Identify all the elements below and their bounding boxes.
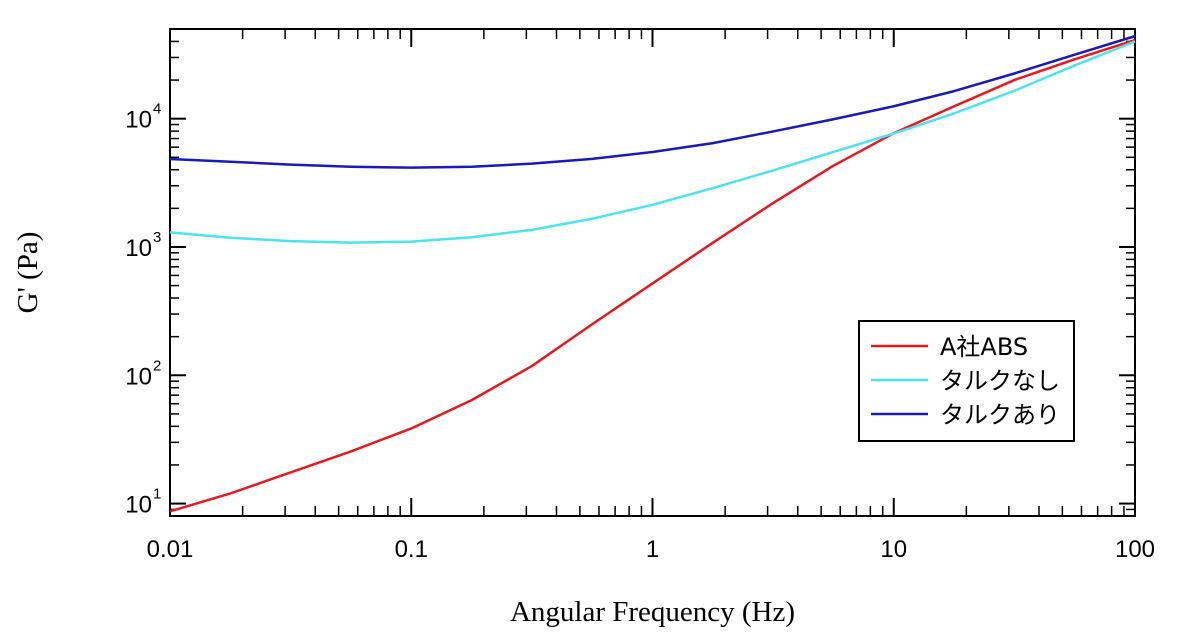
x-tick-label: 0.1 (395, 536, 428, 563)
legend-label-2: タルクなし (940, 367, 1060, 395)
x-tick-label: 10 (880, 536, 907, 563)
legend-label-1: A社ABS (940, 333, 1028, 361)
y-tick-label: 10 (125, 235, 152, 262)
x-tick-label: 0.01 (147, 536, 194, 563)
y-tick-exponent: 3 (153, 229, 161, 246)
x-tick-label: 100 (1115, 536, 1155, 563)
y-tick-exponent: 4 (153, 101, 161, 118)
x-axis-title: Angular Frequency (Hz) (510, 596, 795, 628)
y-tick-exponent: 1 (153, 486, 161, 503)
x-tick-label: 1 (646, 536, 659, 563)
y-axis-title: G' (Pa) (12, 232, 44, 314)
y-tick-label: 10 (125, 363, 152, 390)
y-tick-label: 10 (125, 492, 152, 519)
series-line-3 (169, 34, 1136, 169)
legend-label-3: タルクあり (940, 401, 1060, 429)
y-tick-label: 10 (125, 107, 152, 134)
plot-frame (169, 28, 1136, 517)
y-tick-exponent: 2 (153, 357, 161, 374)
series-line-2 (169, 40, 1136, 244)
series-line-1 (169, 38, 1136, 513)
